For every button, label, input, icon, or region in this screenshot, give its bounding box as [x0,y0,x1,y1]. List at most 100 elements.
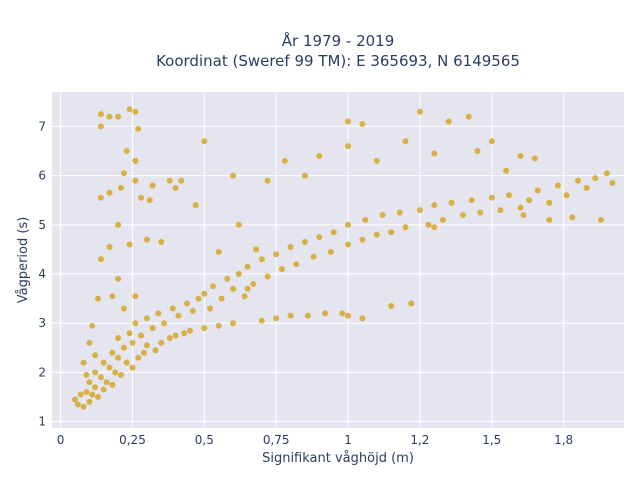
data-point [235,221,242,228]
data-point [126,330,133,337]
data-point [603,170,610,177]
data-points [72,106,616,410]
y-tick-label: 4 [38,267,46,281]
data-point [201,138,208,145]
data-point [95,295,101,302]
data-point [100,386,107,393]
data-point [115,335,122,341]
data-point [517,153,524,159]
x-tick-label: 1 [344,433,352,447]
data-point [287,244,294,250]
data-point [362,216,369,223]
y-tick-label: 3 [38,316,46,330]
data-point [445,118,452,125]
data-point [241,293,248,300]
data-point [132,320,139,327]
data-point [83,389,90,396]
data-point [92,384,99,391]
data-point [431,224,438,231]
data-point [250,280,257,287]
data-point [97,111,104,118]
data-point [149,182,156,189]
data-point [431,202,438,209]
data-point [264,177,271,184]
data-point [97,194,104,201]
data-point [345,143,352,150]
data-point [89,391,96,398]
data-point [181,330,188,337]
data-point [316,234,323,241]
x-tick-label: 1,2 [410,433,429,447]
data-point [138,194,145,201]
data-point [141,349,147,356]
data-point [74,401,81,408]
data-point [388,303,395,309]
data-point [598,216,604,223]
data-point [123,148,130,154]
x-tick-label: 0,5 [195,433,214,447]
x-axis-title: Signifikant våghöjd (m) [262,451,414,466]
data-point [345,221,352,228]
data-point [207,305,214,312]
y-axis-title: Vågperiod (s) [16,217,31,304]
data-point [373,231,380,238]
data-point [388,229,395,236]
data-point [189,307,196,314]
data-point [402,224,409,231]
data-point [135,125,142,132]
data-point [281,157,288,164]
data-point [575,177,581,184]
data-point [118,184,124,191]
data-point [172,332,179,339]
data-point [526,197,533,204]
data-point [244,285,251,292]
data-point [106,189,113,196]
y-tick-label: 1 [38,415,46,429]
data-point [359,236,366,243]
data-point [439,216,446,223]
data-point [178,177,185,184]
data-point [359,315,366,322]
data-point [396,209,403,216]
data-point [132,293,139,300]
data-point [161,320,168,327]
data-point [273,251,280,258]
data-point [224,275,231,282]
data-point [100,359,107,366]
data-point [503,167,510,174]
data-point [258,256,265,263]
data-point [345,118,352,125]
data-point [80,359,87,366]
x-axis-ticks: 0 0,25 0,5 0,75 1 1,2 1,5 1,8 [57,433,573,447]
data-point [554,182,561,189]
grid-lines [52,92,624,428]
data-point [520,212,527,218]
data-point [448,199,455,206]
data-point [115,221,122,228]
chart-title-line2: Koordinat (Sweref 99 TM): E 365693, N 61… [156,52,520,70]
data-point [569,214,576,221]
data-point [109,293,116,300]
data-point [109,349,116,356]
data-point [166,177,173,184]
data-point [106,244,113,250]
x-tick-label: 0,25 [119,433,146,447]
x-tick-label: 1,5 [482,433,501,447]
data-point [158,239,165,245]
data-point [416,207,423,214]
data-point [468,197,475,204]
data-point [287,312,294,319]
data-point [402,138,409,145]
data-point [83,371,90,378]
data-point [210,283,216,290]
data-point [152,347,159,354]
data-point [304,312,311,319]
data-point [143,236,150,243]
data-point [86,339,93,346]
data-point [322,310,329,317]
data-point [230,172,237,179]
data-point [187,327,193,334]
data-point [92,369,99,376]
y-axis-ticks: 1 2 3 4 5 6 7 [38,119,46,428]
